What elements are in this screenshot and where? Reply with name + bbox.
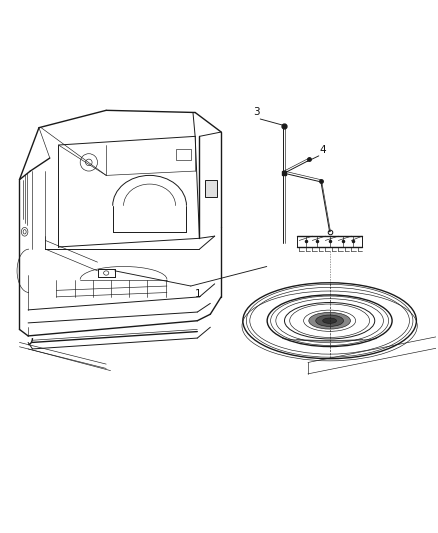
Text: 4: 4 [320, 144, 326, 155]
Ellipse shape [309, 312, 350, 329]
Text: 3: 3 [254, 107, 260, 117]
Ellipse shape [323, 318, 336, 324]
Ellipse shape [316, 315, 343, 326]
FancyBboxPatch shape [205, 180, 217, 197]
Text: 1: 1 [195, 289, 202, 299]
